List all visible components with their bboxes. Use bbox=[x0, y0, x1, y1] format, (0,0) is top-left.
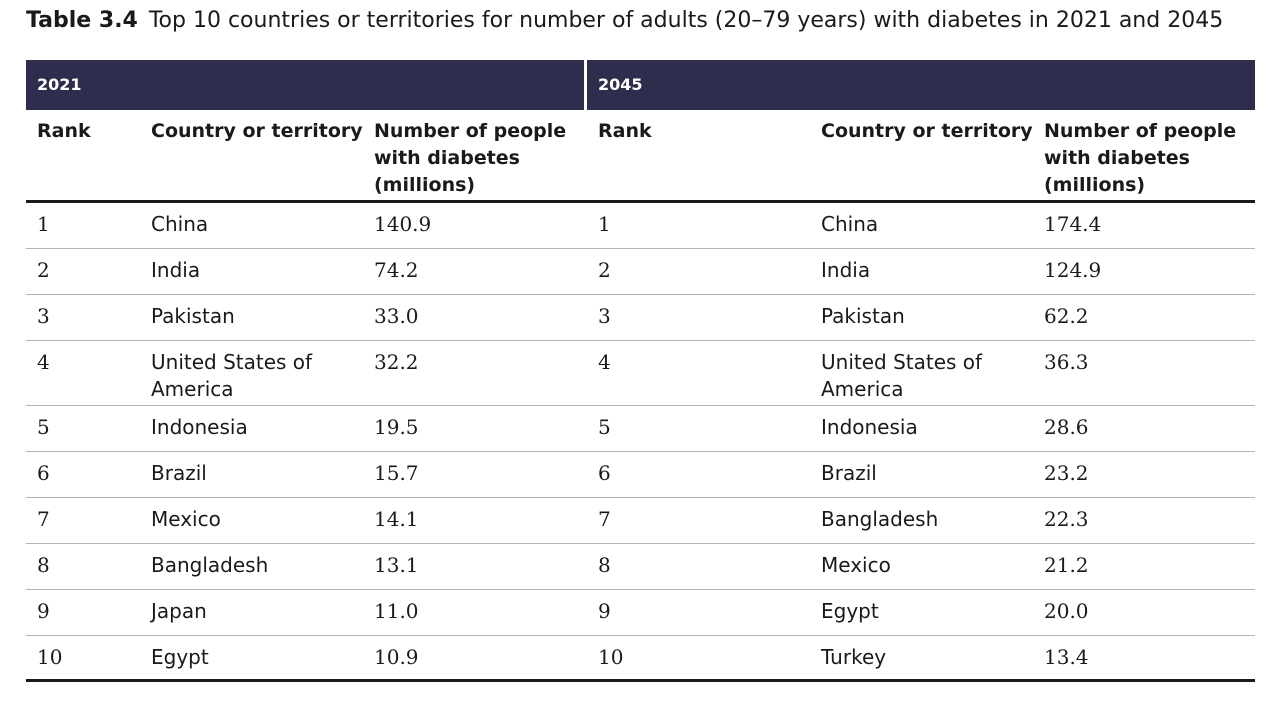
count-2021-cell: 33.0 bbox=[374, 304, 419, 328]
country-2021-cell: Egypt bbox=[151, 645, 209, 669]
rank-2021-cell: 1 bbox=[37, 212, 50, 236]
rank-2045-cell: 5 bbox=[598, 415, 611, 439]
table-row: 9 Japan 11.0 9 Egypt 20.0 bbox=[26, 590, 1255, 636]
country-2021-cell: United States of America bbox=[151, 350, 313, 401]
count-2021-header: Number of people with diabetes (millions… bbox=[374, 120, 567, 196]
table-body: 1 China 140.9 1 China 174.4 2 India 74.2 2 India 12… bbox=[26, 203, 1255, 682]
country-2045-cell: Turkey bbox=[821, 645, 887, 669]
table-row: 1 China 140.9 1 China 174.4 bbox=[26, 203, 1255, 249]
rank-2021-cell: 10 bbox=[37, 645, 63, 669]
count-2021-cell: 10.9 bbox=[374, 645, 419, 669]
rank-2021-cell: 4 bbox=[37, 350, 50, 374]
rank-2021-cell: 9 bbox=[37, 599, 50, 623]
country-2045-header: Country or territory bbox=[821, 120, 1033, 142]
count-2045-cell: 21.2 bbox=[1044, 553, 1089, 577]
rank-2021-cell: 8 bbox=[37, 553, 50, 577]
table-row: 2 India 74.2 2 India 124.9 bbox=[26, 249, 1255, 295]
country-2021-cell: Japan bbox=[151, 599, 207, 623]
count-2045-cell: 62.2 bbox=[1044, 304, 1089, 328]
year-band-divider bbox=[584, 60, 587, 110]
diabetes-table: 2021 2045 Rank Country or territory Numb… bbox=[26, 60, 1255, 682]
rank-2021-cell: 5 bbox=[37, 415, 50, 439]
year-2021-header: 2021 bbox=[26, 60, 584, 110]
rank-2021-cell: 2 bbox=[37, 258, 50, 282]
country-2021-cell: Brazil bbox=[151, 461, 207, 485]
count-2045-cell: 23.2 bbox=[1044, 461, 1089, 485]
count-2045-cell: 174.4 bbox=[1044, 212, 1102, 236]
country-2045-cell: China bbox=[821, 212, 879, 236]
count-2045-header: Number of people with diabetes (millions… bbox=[1044, 120, 1237, 196]
country-2045-cell: Indonesia bbox=[821, 415, 918, 439]
count-2021-cell: 11.0 bbox=[374, 599, 419, 623]
rank-2021-cell: 7 bbox=[37, 507, 50, 531]
table-row: 4 United States of America 32.2 4 United Sta… bbox=[26, 341, 1255, 406]
rank-2045-cell: 1 bbox=[598, 212, 611, 236]
country-2021-cell: Indonesia bbox=[151, 415, 248, 439]
column-header-row: Rank Country or territory Number of peop… bbox=[26, 110, 1255, 203]
country-2021-header: Country or territory bbox=[151, 120, 363, 142]
rank-2021-cell: 3 bbox=[37, 304, 50, 328]
count-2045-cell: 20.0 bbox=[1044, 599, 1089, 623]
table-label: Table 3.4 bbox=[26, 8, 138, 33]
country-2045-cell: Pakistan bbox=[821, 304, 905, 328]
rank-2045-cell: 8 bbox=[598, 553, 611, 577]
country-2021-cell: China bbox=[151, 212, 209, 236]
country-2021-cell: Bangladesh bbox=[151, 553, 269, 577]
count-2021-cell: 19.5 bbox=[374, 415, 419, 439]
rank-2045-cell: 10 bbox=[598, 645, 624, 669]
table-title: Top 10 countries or territories for numb… bbox=[148, 8, 1224, 33]
count-2045-cell: 124.9 bbox=[1044, 258, 1102, 282]
count-2021-cell: 74.2 bbox=[374, 258, 419, 282]
country-2045-cell: India bbox=[821, 258, 871, 282]
country-2021-cell: Pakistan bbox=[151, 304, 235, 328]
country-2045-cell: Bangladesh bbox=[821, 507, 939, 531]
year-2045-header: 2045 bbox=[587, 60, 1255, 110]
count-2021-cell: 32.2 bbox=[374, 350, 419, 374]
country-2021-cell: Mexico bbox=[151, 507, 221, 531]
country-2045-cell: United States of America bbox=[821, 350, 983, 401]
country-2045-cell: Egypt bbox=[821, 599, 879, 623]
count-2045-cell: 36.3 bbox=[1044, 350, 1089, 374]
country-2045-cell: Mexico bbox=[821, 553, 891, 577]
count-2045-cell: 28.6 bbox=[1044, 415, 1089, 439]
rank-2045-cell: 7 bbox=[598, 507, 611, 531]
year-band: 2021 2045 bbox=[26, 60, 1255, 110]
table-row: 3 Pakistan 33.0 3 Pakistan 62.2 bbox=[26, 295, 1255, 341]
table-row: 7 Mexico 14.1 7 Bangladesh 22.3 bbox=[26, 498, 1255, 544]
count-2021-cell: 14.1 bbox=[374, 507, 419, 531]
rank-2045-cell: 4 bbox=[598, 350, 611, 374]
table-row: 8 Bangladesh 13.1 8 Mexico 21.2 bbox=[26, 544, 1255, 590]
table-row: 10 Egypt 10.9 10 Turkey 13.4 bbox=[26, 636, 1255, 682]
rank-2045-cell: 3 bbox=[598, 304, 611, 328]
country-2045-cell: Brazil bbox=[821, 461, 877, 485]
rank-2045-cell: 9 bbox=[598, 599, 611, 623]
table-caption: Table 3.4 Top 10 countries or territorie… bbox=[26, 6, 1223, 36]
count-2021-cell: 13.1 bbox=[374, 553, 419, 577]
table-row: 6 Brazil 15.7 6 Brazil 23.2 bbox=[26, 452, 1255, 498]
count-2021-cell: 140.9 bbox=[374, 212, 432, 236]
rank-2021-header: Rank bbox=[37, 120, 91, 142]
rank-2045-cell: 2 bbox=[598, 258, 611, 282]
rank-2021-cell: 6 bbox=[37, 461, 50, 485]
count-2045-cell: 22.3 bbox=[1044, 507, 1089, 531]
rank-2045-header: Rank bbox=[598, 120, 652, 142]
rank-2045-cell: 6 bbox=[598, 461, 611, 485]
table-row: 5 Indonesia 19.5 5 Indonesia 28.6 bbox=[26, 406, 1255, 452]
country-2021-cell: India bbox=[151, 258, 201, 282]
count-2021-cell: 15.7 bbox=[374, 461, 419, 485]
count-2045-cell: 13.4 bbox=[1044, 645, 1089, 669]
